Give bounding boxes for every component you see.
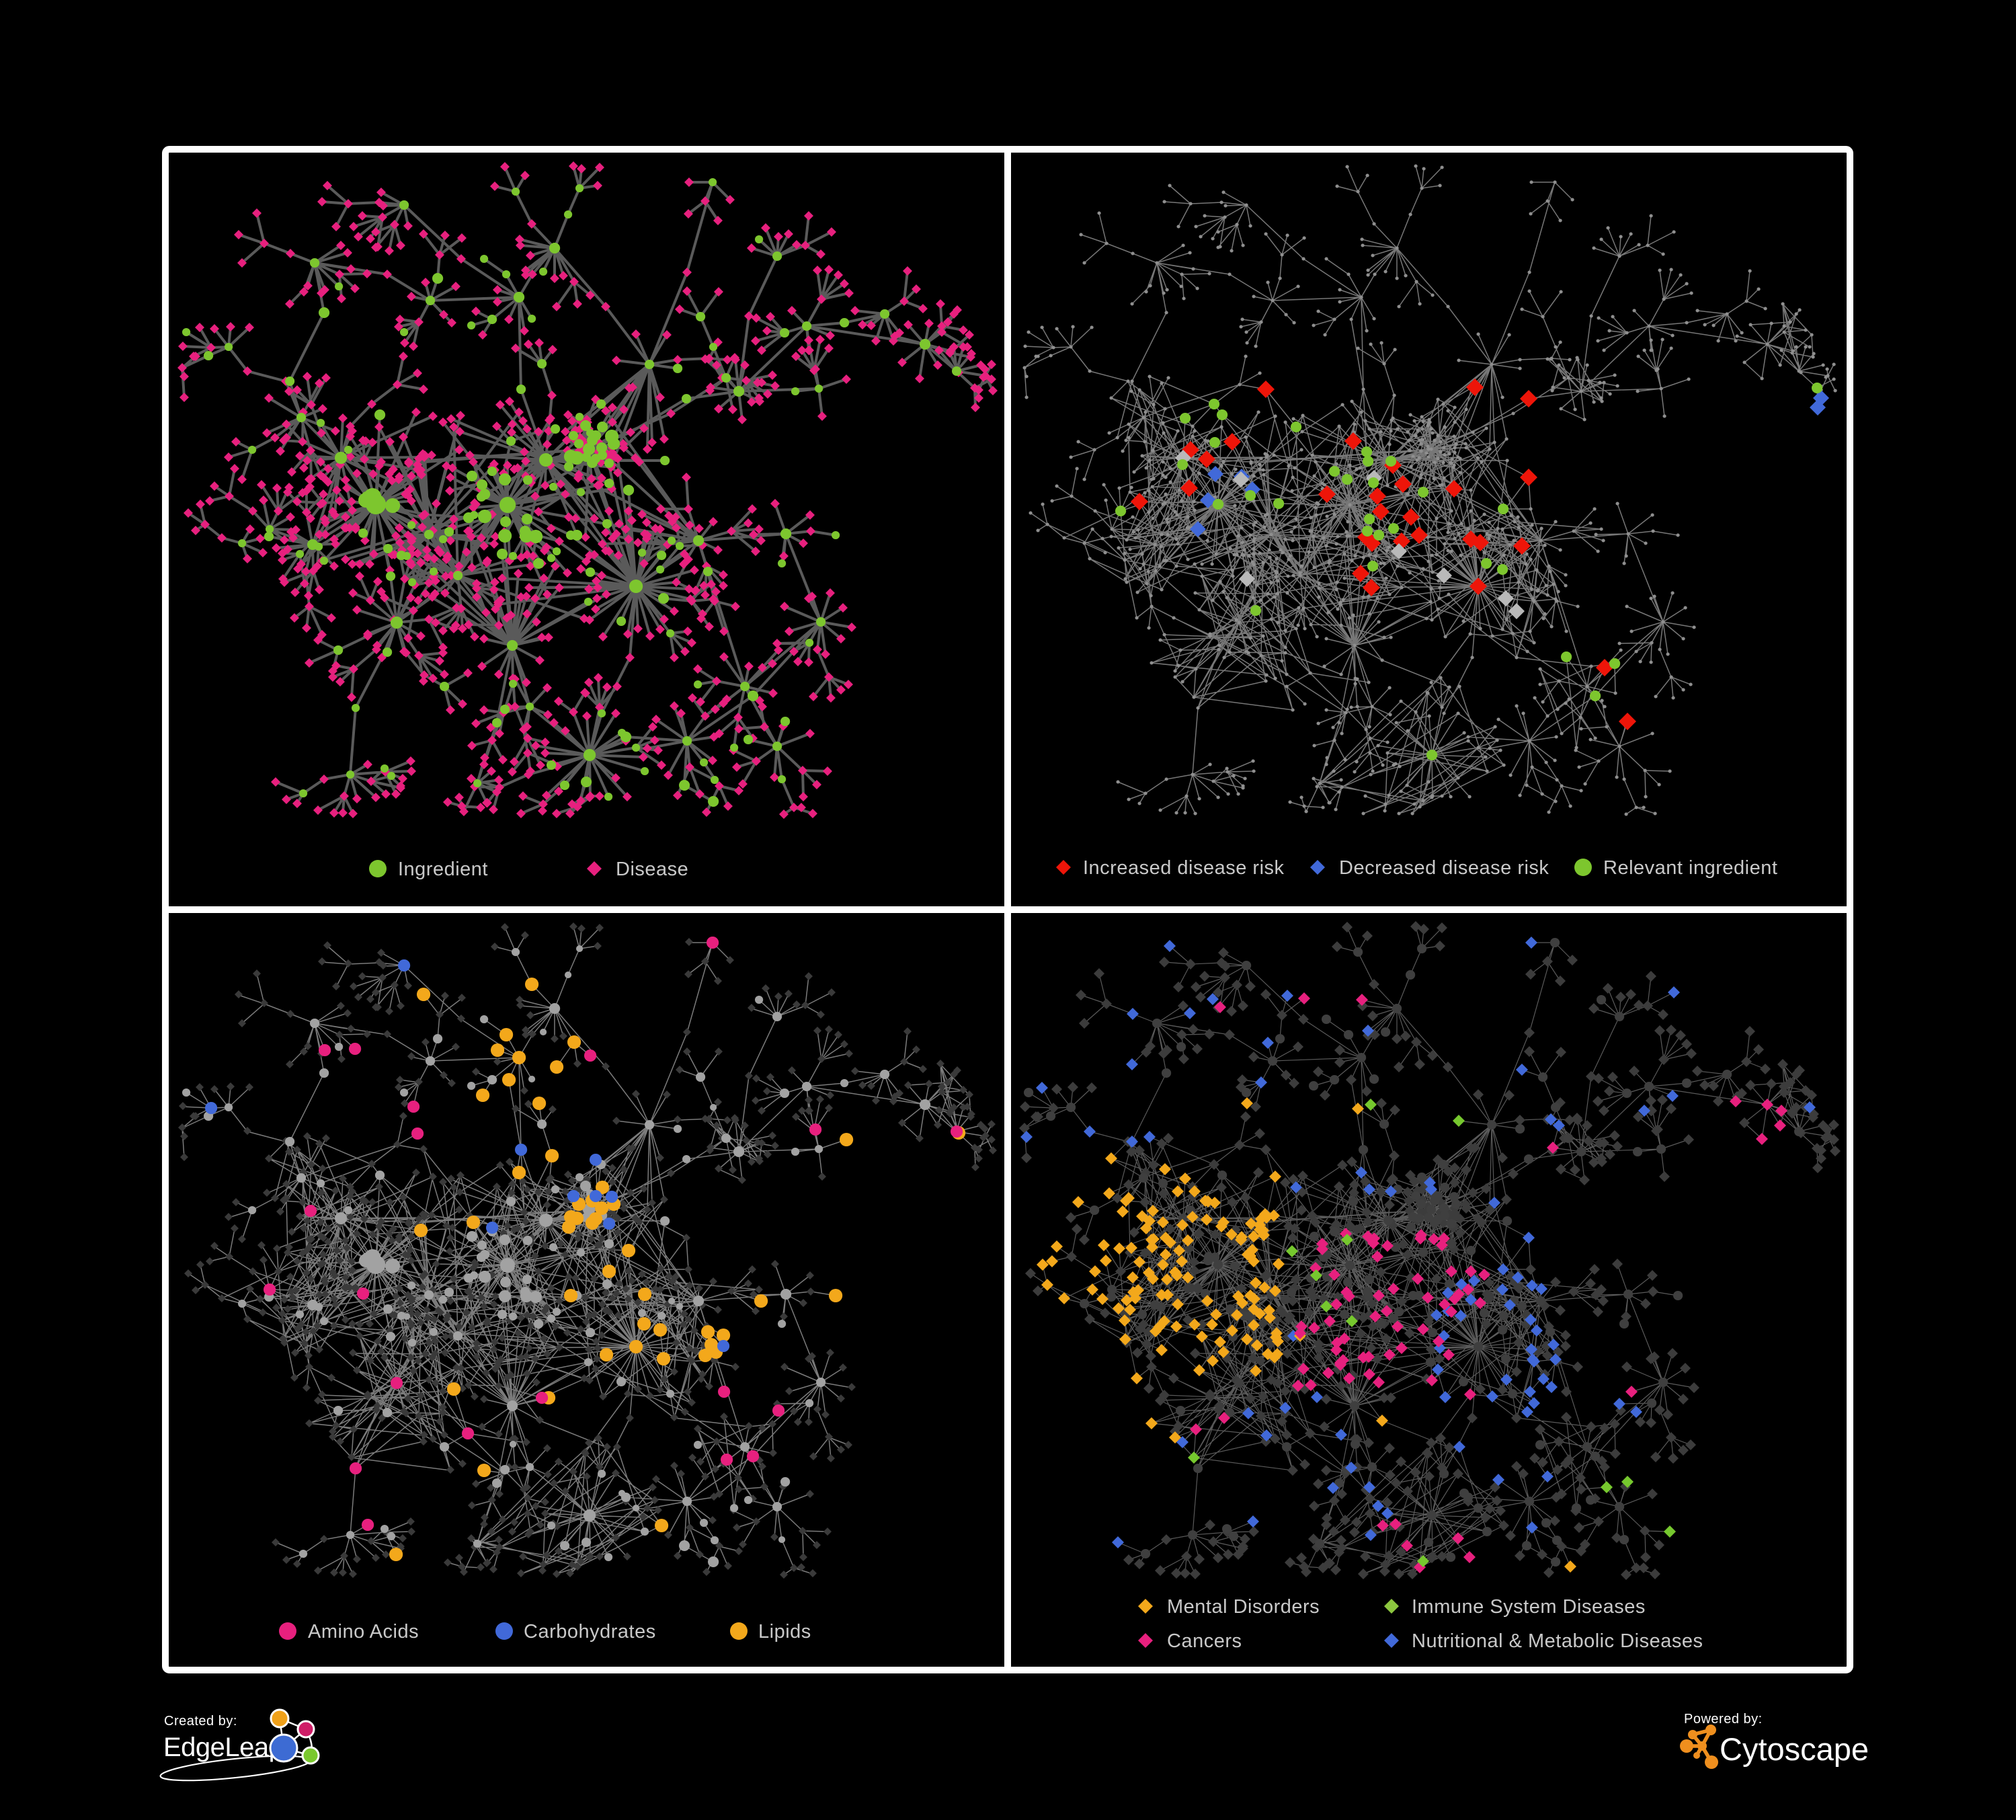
svg-text:Created by:: Created by: bbox=[164, 1714, 237, 1729]
svg-text:Carbohydrates: Carbohydrates bbox=[524, 1621, 656, 1643]
svg-text:Cytoscape: Cytoscape bbox=[1720, 1731, 1869, 1767]
svg-text:Mental Disorders: Mental Disorders bbox=[1167, 1596, 1320, 1618]
svg-text:Powered by:: Powered by: bbox=[1684, 1712, 1763, 1727]
svg-text:Lipids: Lipids bbox=[758, 1621, 811, 1643]
svg-text:Relevant ingredient: Relevant ingredient bbox=[1603, 857, 1777, 879]
svg-text:Decreased disease risk: Decreased disease risk bbox=[1339, 857, 1549, 879]
svg-text:Cancers: Cancers bbox=[1167, 1630, 1242, 1652]
svg-text:Nutritional & Metabolic Diseas: Nutritional & Metabolic Diseases bbox=[1412, 1630, 1703, 1652]
svg-text:Disease: Disease bbox=[616, 859, 688, 880]
svg-text:Increased disease risk: Increased disease risk bbox=[1083, 857, 1285, 879]
svg-text:EdgeLeap: EdgeLeap bbox=[163, 1733, 283, 1762]
svg-text:Ingredient: Ingredient bbox=[398, 859, 488, 880]
svg-text:Immune System Diseases: Immune System Diseases bbox=[1412, 1596, 1646, 1618]
svg-text:Amino Acids: Amino Acids bbox=[308, 1621, 419, 1643]
